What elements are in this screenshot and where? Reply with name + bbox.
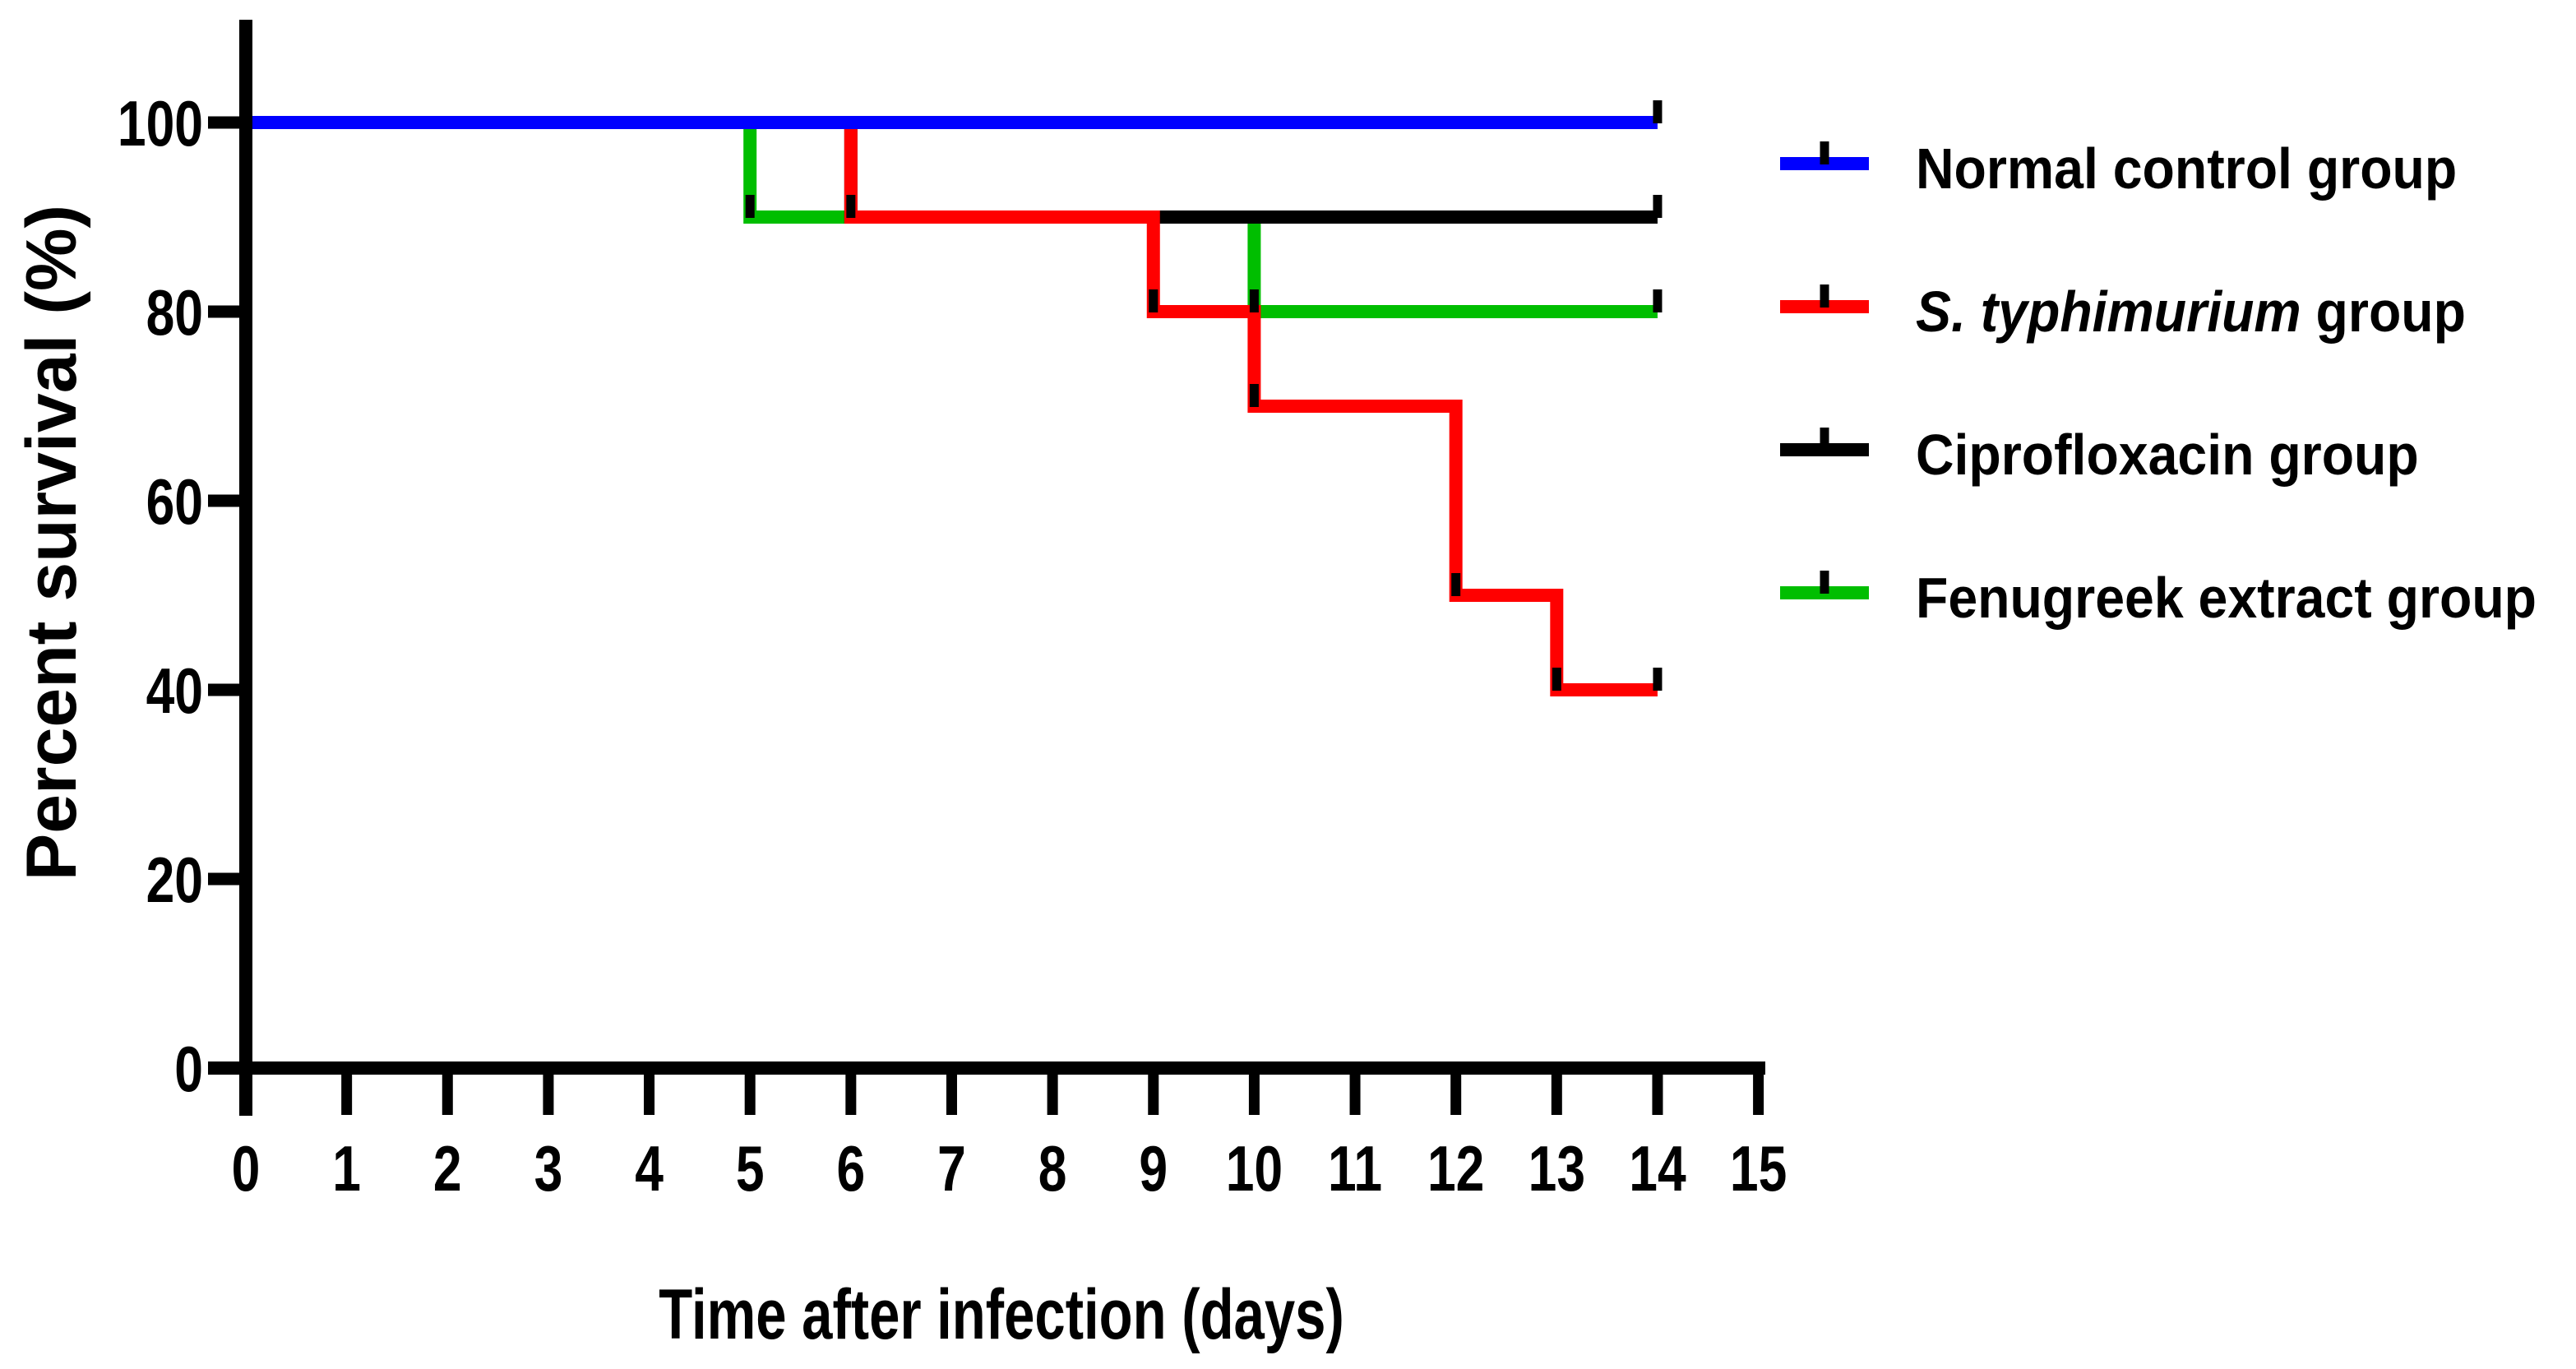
x-tick-5 <box>744 1068 756 1115</box>
y-tick-label-100: 100 <box>118 87 203 159</box>
series-s-typhimurium-group <box>246 116 1658 696</box>
step-tick-mark-d14-p100 <box>1653 100 1663 123</box>
series-ciprofloxacin-group <box>246 116 1658 224</box>
step-tick-mark-d14-p80 <box>1653 289 1663 312</box>
step-tick-mark-d14-p90 <box>1653 195 1663 218</box>
x-tick-label-12: 12 <box>1427 1132 1484 1204</box>
x-tick-6 <box>845 1068 857 1115</box>
x-tick-label-4: 4 <box>635 1132 664 1204</box>
x-tick-15 <box>1753 1068 1764 1115</box>
y-tick-0 <box>208 1061 246 1075</box>
x-tick-4 <box>644 1068 655 1115</box>
x-tick-10 <box>1248 1068 1260 1115</box>
x-tick-label-9: 9 <box>1139 1132 1168 1204</box>
step-tick-mark-d10-p80 <box>1249 289 1259 312</box>
y-tick-label-0: 0 <box>174 1033 203 1104</box>
y-tick-40 <box>208 683 246 696</box>
x-tick-label-15: 15 <box>1730 1132 1787 1204</box>
step-tick-mark-d13-p40 <box>1552 668 1561 691</box>
step-tick-mark-d9-p80 <box>1149 289 1159 312</box>
x-tick-1 <box>341 1068 353 1115</box>
legend-swatch-tick-3 <box>1820 571 1829 594</box>
legend-label-italic-1: S. typhimurium <box>1916 280 2301 345</box>
legend-swatch-tick-1 <box>1820 284 1829 308</box>
y-tick-80 <box>208 305 246 318</box>
step-tick-mark-d6-p90 <box>846 195 856 218</box>
legend-label-2: Ciprofloxacin group <box>1916 423 2419 488</box>
y-tick-60 <box>208 494 246 507</box>
legend-label-3: Fenugreek extract group <box>1916 567 2537 631</box>
x-tick-11 <box>1349 1068 1361 1115</box>
x-tick-13 <box>1551 1068 1562 1115</box>
x-tick-7 <box>946 1068 957 1115</box>
x-tick-label-3: 3 <box>534 1132 563 1204</box>
x-tick-label-14: 14 <box>1629 1132 1686 1204</box>
y-tick-100 <box>208 116 246 129</box>
x-axis-spine <box>208 1061 1765 1075</box>
legend-swatch-tick-0 <box>1820 141 1829 164</box>
legend-label-1: S. typhimurium group <box>1916 280 2466 345</box>
step-tick-mark-d12-p50 <box>1451 573 1461 596</box>
y-tick-label-40: 40 <box>146 654 203 726</box>
x-tick-2 <box>442 1068 453 1115</box>
step-tick-mark-d10-p70 <box>1249 384 1259 407</box>
x-tick-label-13: 13 <box>1528 1132 1585 1204</box>
x-tick-label-11: 11 <box>1328 1132 1382 1204</box>
step-tick-mark-d14-p40 <box>1653 668 1663 691</box>
x-tick-8 <box>1047 1068 1058 1115</box>
legend-label-0: Normal control group <box>1916 137 2457 201</box>
x-tick-label-0: 0 <box>232 1132 261 1204</box>
x-tick-14 <box>1652 1068 1663 1115</box>
x-tick-9 <box>1148 1068 1159 1115</box>
legend-swatch-tick-2 <box>1820 428 1829 451</box>
x-tick-label-8: 8 <box>1038 1132 1067 1204</box>
step-tick-mark-d5-p90 <box>745 195 755 218</box>
x-tick-12 <box>1450 1068 1462 1115</box>
legend-label-rest-1: group <box>2301 280 2466 345</box>
x-tick-3 <box>543 1068 554 1115</box>
x-tick-label-1: 1 <box>332 1132 361 1204</box>
x-tick-0 <box>240 1068 252 1115</box>
x-axis-title: Time after infection (days) <box>659 1275 1344 1354</box>
x-tick-label-10: 10 <box>1226 1132 1283 1204</box>
x-tick-label-2: 2 <box>433 1132 462 1204</box>
y-tick-label-80: 80 <box>146 276 203 348</box>
y-axis-spine <box>239 20 252 1116</box>
y-tick-20 <box>208 872 246 886</box>
x-tick-label-6: 6 <box>836 1132 865 1204</box>
x-tick-label-5: 5 <box>736 1132 765 1204</box>
y-tick-label-60: 60 <box>146 465 203 537</box>
y-tick-label-20: 20 <box>146 844 203 915</box>
y-axis-title: Percent survival (%) <box>12 205 91 881</box>
x-tick-label-7: 7 <box>937 1132 966 1204</box>
